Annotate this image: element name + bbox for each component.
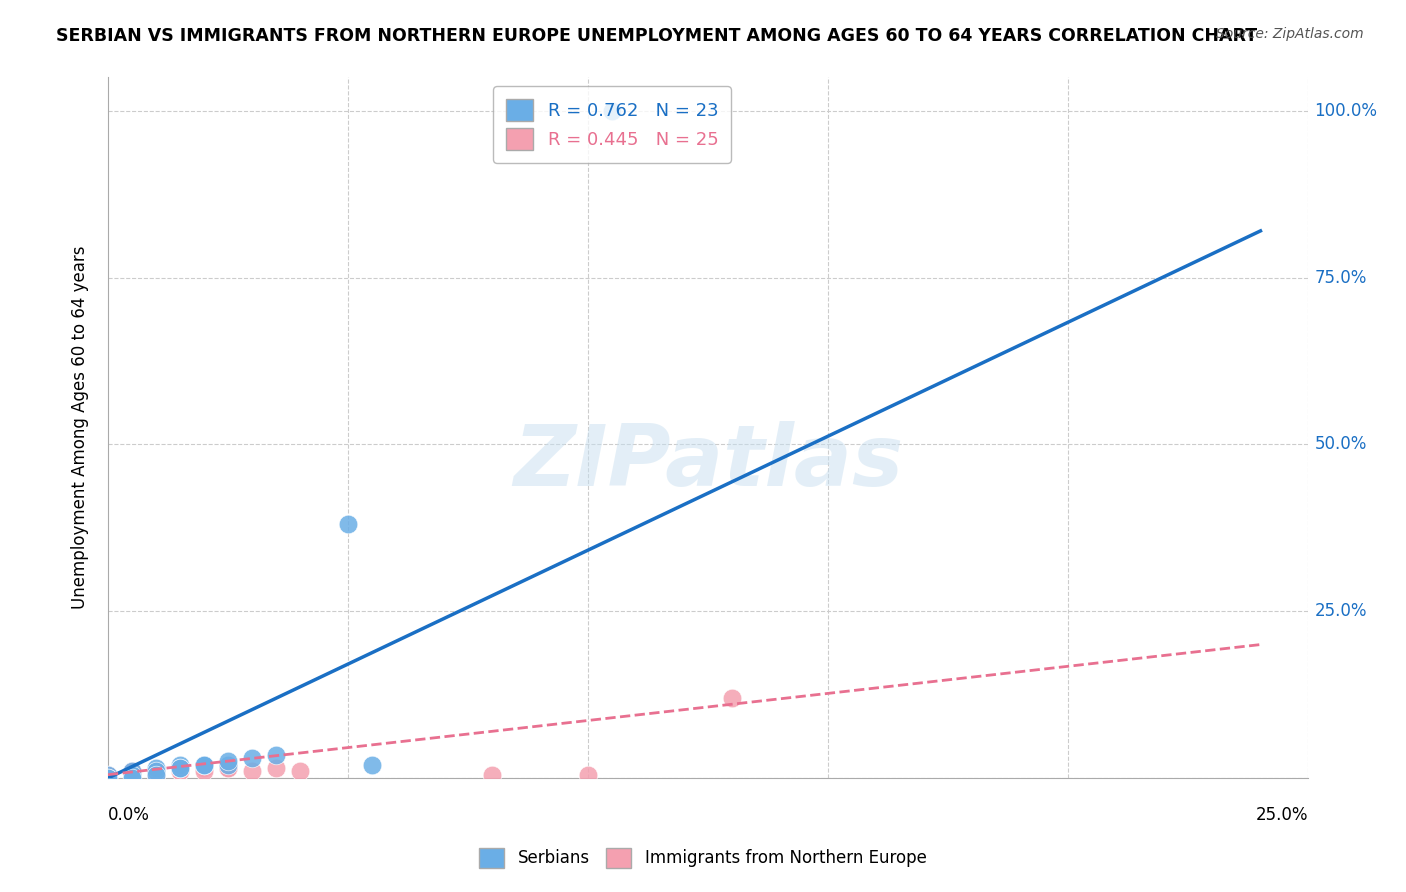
Point [97, 771, 120, 785]
Point [121, 764, 143, 779]
Point [264, 747, 287, 762]
Point [600, 103, 623, 118]
Point [121, 764, 143, 779]
Legend: Serbians, Immigrants from Northern Europe: Serbians, Immigrants from Northern Europ… [472, 841, 934, 875]
Point [481, 767, 503, 781]
Point [193, 757, 215, 772]
Point [121, 764, 143, 779]
Point [145, 764, 167, 779]
Point [217, 761, 239, 775]
Text: Source: ZipAtlas.com: Source: ZipAtlas.com [1216, 27, 1364, 41]
Point [240, 764, 263, 779]
Point [193, 764, 215, 779]
Point [121, 764, 143, 779]
Point [264, 761, 287, 775]
Point [193, 757, 215, 772]
Point [217, 755, 239, 769]
Point [361, 757, 384, 772]
Legend: R = 0.762   N = 23, R = 0.445   N = 25: R = 0.762 N = 23, R = 0.445 N = 25 [494, 87, 731, 163]
Point [240, 751, 263, 765]
Point [97, 771, 120, 785]
Point [337, 517, 360, 532]
Text: 75.0%: 75.0% [1315, 268, 1367, 286]
Point [169, 764, 191, 779]
Point [97, 767, 120, 781]
Point [97, 767, 120, 781]
Text: ZIPatlas: ZIPatlas [513, 421, 904, 504]
Point [217, 761, 239, 775]
Point [121, 771, 143, 785]
Point [97, 771, 120, 785]
Point [576, 767, 599, 781]
Point [288, 764, 311, 779]
Point [217, 757, 239, 772]
Point [193, 757, 215, 772]
Text: 25.0%: 25.0% [1315, 602, 1367, 620]
Point [169, 761, 191, 775]
Point [169, 761, 191, 775]
Point [145, 767, 167, 781]
Point [121, 767, 143, 781]
Text: 0.0%: 0.0% [108, 806, 150, 824]
Text: 25.0%: 25.0% [1256, 806, 1309, 824]
Point [145, 764, 167, 779]
Y-axis label: Unemployment Among Ages 60 to 64 years: Unemployment Among Ages 60 to 64 years [72, 246, 89, 609]
Point [193, 761, 215, 775]
Point [193, 761, 215, 775]
Point [169, 764, 191, 779]
Point [97, 771, 120, 785]
Text: 50.0%: 50.0% [1315, 435, 1367, 453]
Point [169, 761, 191, 775]
Point [145, 764, 167, 779]
Point [721, 690, 744, 705]
Text: 100.0%: 100.0% [1315, 102, 1378, 120]
Text: SERBIAN VS IMMIGRANTS FROM NORTHERN EUROPE UNEMPLOYMENT AMONG AGES 60 TO 64 YEAR: SERBIAN VS IMMIGRANTS FROM NORTHERN EURO… [56, 27, 1257, 45]
Point [145, 761, 167, 775]
Point [217, 761, 239, 775]
Point [145, 767, 167, 781]
Point [121, 767, 143, 781]
Point [97, 771, 120, 785]
Point [169, 757, 191, 772]
